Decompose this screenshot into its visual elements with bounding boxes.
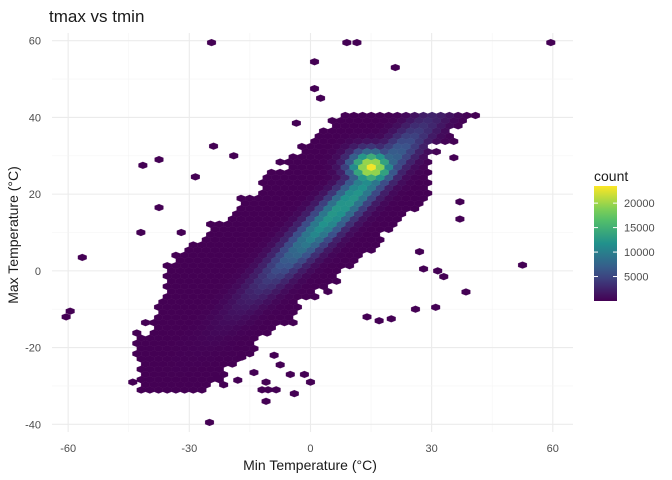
hexbin-cell: [176, 228, 186, 237]
hexbin-cell: [310, 85, 320, 93]
x-tick-label: 0: [307, 443, 313, 455]
hexbin-cell: [433, 267, 443, 275]
legend-tick-label: 15000: [624, 223, 655, 235]
legend-tick-label: 20000: [624, 198, 655, 210]
legend-colorbar: [594, 186, 617, 301]
hexbin-cell: [390, 63, 400, 72]
hexbin-cell: [136, 228, 146, 237]
hexbin-cell: [439, 273, 449, 281]
y-tick-label: 20: [29, 189, 41, 201]
hexbin-cell: [455, 198, 465, 206]
hexbin-cell: [237, 353, 247, 361]
hexbin-cell: [415, 248, 425, 256]
hexbin-cell: [207, 38, 217, 47]
hexbin-cell: [154, 203, 164, 212]
hexbin-cell: [305, 378, 315, 386]
hexbin-cell: [154, 155, 164, 164]
hexbin-cell: [261, 378, 271, 386]
hexbin-cell: [362, 313, 372, 321]
hexbin-cell: [327, 210, 337, 218]
hexbin-cell: [410, 305, 420, 313]
hexbin-cell: [190, 173, 200, 181]
color-legend: count 5000 10000 15000 20000: [594, 168, 655, 301]
x-tick-label: -30: [181, 443, 197, 455]
hexbin-cell: [65, 307, 75, 315]
hexbin-cell: [289, 390, 299, 398]
y-tick-label: 60: [29, 36, 41, 48]
hexbin-cell: [449, 154, 459, 162]
legend-ticks: 5000 10000 15000 20000: [594, 198, 655, 284]
hexbin-cell: [431, 148, 441, 156]
hexbin-cell: [275, 158, 285, 166]
hexbin-cell: [77, 253, 87, 262]
hexbin-cell: [461, 288, 471, 296]
hexbin-cell: [249, 368, 259, 377]
x-tick-labels: -60 -30 0 30 60: [60, 443, 559, 455]
y-axis-title: Max Temperature (°C): [5, 166, 21, 304]
hexbin-cell: [518, 261, 528, 269]
hexbin-cell: [349, 194, 359, 202]
hexbin-cell: [455, 215, 465, 223]
hexbin-cell: [285, 370, 295, 379]
hexbin-cell: [269, 351, 279, 359]
legend-title: count: [594, 168, 628, 184]
hexbin-cell: [352, 38, 362, 47]
y-tick-label: -20: [25, 343, 41, 355]
hexbin-cell: [546, 38, 556, 47]
hexbin-cells: [61, 38, 556, 427]
hexbin-cell: [386, 315, 396, 323]
hexbin-cell: [316, 94, 326, 102]
hexbin-cell: [61, 313, 71, 321]
hexbin-cell: [205, 418, 215, 427]
legend-tick-label: 10000: [624, 247, 655, 259]
hexbin-cell: [419, 265, 429, 273]
hexbin-cell: [138, 161, 148, 169]
legend-tick-label: 5000: [624, 272, 648, 284]
hexbin-cell: [299, 370, 309, 379]
hexbin-cell: [213, 374, 223, 382]
hexbin-cell: [291, 119, 301, 127]
y-tick-label: 40: [29, 112, 41, 124]
hexbin-cell: [366, 163, 376, 171]
hexbin-cell: [229, 152, 239, 160]
y-tick-label: 0: [35, 266, 41, 278]
x-axis-title: Min Temperature (°C): [243, 457, 377, 473]
hexbin-cell: [310, 58, 320, 66]
hexbin-cell: [141, 319, 150, 327]
y-tick-label: -40: [25, 419, 41, 431]
hexbin-cell: [261, 397, 271, 405]
hexbin-cell: [233, 376, 243, 384]
x-tick-label: 60: [547, 443, 559, 455]
x-tick-label: 30: [426, 443, 438, 455]
hexbin-cell: [374, 317, 384, 325]
hexbin-cell: [342, 38, 352, 47]
hexbin-cell: [275, 361, 285, 369]
hexbin-cell: [209, 142, 219, 150]
hexbin-cell: [431, 303, 441, 311]
chart-title: tmax vs tmin: [49, 7, 144, 26]
hexbin-cell: [271, 386, 281, 394]
hexbin-cell: [128, 378, 138, 386]
y-tick-labels: -40 -20 0 20 40 60: [25, 36, 41, 432]
x-tick-label: -60: [60, 443, 76, 455]
